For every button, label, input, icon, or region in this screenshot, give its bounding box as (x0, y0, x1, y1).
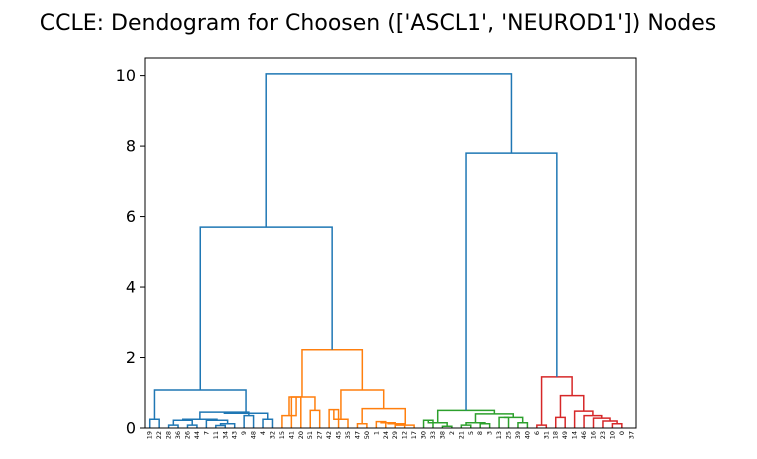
dendrogram-link (205, 419, 229, 428)
dendrogram-link (153, 389, 247, 420)
dendrogram-link (380, 421, 396, 428)
leaf-label: 50 (363, 431, 371, 439)
leaf-label: 2 (448, 431, 456, 435)
dendrogram-link (559, 394, 585, 418)
leaf-label: 30 (420, 431, 428, 439)
leaf-label: 15 (278, 431, 286, 439)
leaf-label: 19 (146, 431, 154, 439)
dendrogram-link (265, 73, 513, 228)
dendrogram-link (498, 416, 510, 428)
dendrogram-link (436, 409, 496, 423)
y-axis: 0 2 4 6 8 10 (116, 66, 145, 438)
leaf-label: 26 (183, 431, 191, 439)
leaf-label: 23 (599, 431, 607, 439)
leaf-label: 39 (514, 431, 522, 439)
dendrogram-link (536, 424, 548, 428)
leaf-label: 14 (571, 431, 579, 439)
y-tick-label: 2 (126, 348, 136, 367)
dendrogram-link (540, 376, 573, 426)
y-tick-label: 6 (126, 207, 136, 226)
leaf-label: 21 (457, 431, 465, 439)
dendrogram-link (479, 423, 491, 428)
dendrogram-link (199, 226, 333, 390)
dendrogram-link (465, 152, 558, 411)
leaf-label: 3 (486, 431, 494, 435)
dendrogram-link (340, 389, 385, 420)
dendrogram-link (517, 421, 529, 428)
leaf-label: 12 (401, 431, 409, 439)
y-tick-label: 8 (126, 137, 136, 156)
dendrogram-link (592, 417, 611, 428)
dendrogram-link (356, 423, 368, 428)
leaf-label: 40 (523, 431, 531, 439)
leaf-label: 45 (335, 431, 343, 439)
leaf-label: 9 (240, 431, 248, 435)
leaf-label: 18 (552, 431, 560, 439)
dendrogram-link (474, 413, 514, 423)
leaf-label: 43 (231, 431, 239, 439)
dendrogram-link (611, 423, 623, 428)
leaf-label: 38 (438, 431, 446, 439)
leaf-label: 31 (542, 431, 550, 439)
leaf-label: 46 (580, 431, 588, 439)
dendrogram-link (186, 424, 198, 428)
dendrogram-link (573, 410, 594, 428)
y-tick-label: 10 (116, 66, 136, 85)
leaf-label: 20 (297, 431, 305, 439)
leaf-label: 27 (316, 431, 324, 439)
leaf-label: 41 (287, 431, 295, 439)
x-axis-leaf-labels: 19 22 28 36 26 44 7 11 34 43 9 48 4 32 15 41 20 51 27 42 45 3… (146, 431, 636, 439)
dendrogram-link (460, 424, 472, 428)
leaf-label: 16 (590, 431, 598, 439)
leaf-label: 1 (372, 431, 380, 435)
dendrogram-link (262, 418, 274, 428)
dendrogram-link (243, 414, 255, 428)
leaf-label: 29 (391, 431, 399, 439)
leaf-label: 42 (325, 431, 333, 439)
leaf-label: 37 (627, 431, 635, 439)
leaf-label: 35 (344, 431, 352, 439)
y-tick-label: 4 (126, 278, 136, 297)
leaf-label: 5 (467, 431, 475, 435)
leaf-label: 32 (268, 431, 276, 439)
dendrogram-link (148, 418, 160, 428)
leaf-label: 7 (202, 431, 210, 435)
chart-title: CCLE: Dendogram for Choosen (['ASCL1', '… (40, 11, 716, 36)
leaf-label: 17 (410, 431, 418, 439)
leaf-label: 28 (165, 431, 173, 439)
dendrogram-link (167, 424, 179, 428)
dendrogram-link (583, 414, 603, 428)
dendrogram-link (309, 409, 321, 428)
leaf-label: 11 (212, 431, 220, 439)
leaf-label: 22 (155, 431, 163, 439)
leaf-label: 49 (561, 431, 569, 439)
dendrogram-link (503, 416, 524, 423)
leaf-label: 25 (505, 431, 513, 439)
leaf-label: 34 (221, 431, 229, 439)
y-tick-label: 0 (126, 419, 136, 438)
plot-frame (144, 57, 637, 429)
leaf-label: 47 (353, 431, 361, 439)
leaf-label: 33 (429, 431, 437, 439)
leaf-label: 4 (259, 431, 267, 435)
leaf-label: 48 (250, 431, 258, 439)
leaf-label: 8 (476, 431, 484, 435)
dendrogram-link (395, 423, 415, 428)
leaf-label: 36 (174, 431, 182, 439)
leaf-label: 13 (495, 431, 503, 439)
leaf-label: 0 (618, 431, 626, 435)
dendrogram-link (554, 416, 566, 428)
leaf-label: 44 (193, 431, 201, 439)
dendrogram-links (148, 73, 623, 428)
dendrogram-link (375, 420, 387, 428)
leaf-label: 6 (533, 431, 541, 435)
dendrogram-link (281, 396, 297, 428)
dendrogram-link (172, 419, 193, 426)
leaf-label: 51 (306, 431, 314, 439)
leaf-label: 10 (608, 431, 616, 439)
leaf-label: 24 (382, 431, 390, 439)
dendrogram-link (288, 396, 316, 416)
